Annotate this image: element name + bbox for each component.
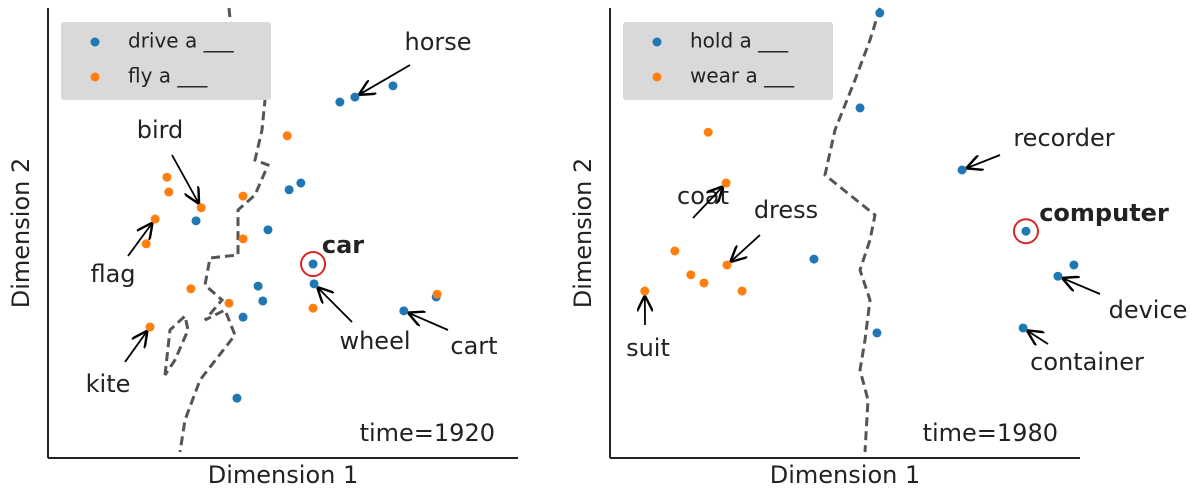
y-axis-label: Dimension 2 bbox=[569, 158, 597, 308]
point bbox=[399, 306, 409, 316]
annotation: wheel bbox=[339, 327, 410, 355]
legend-box bbox=[623, 22, 833, 100]
annotation: cart bbox=[450, 332, 497, 360]
annotation-arrow bbox=[1028, 331, 1049, 344]
x-axis-label: Dimension 1 bbox=[770, 461, 920, 489]
point bbox=[282, 131, 292, 141]
annotation: car bbox=[322, 231, 364, 259]
annotation: container bbox=[1030, 348, 1144, 376]
point bbox=[1053, 271, 1063, 281]
annotation-arrow bbox=[127, 224, 152, 257]
point bbox=[238, 234, 248, 244]
point bbox=[670, 246, 680, 256]
point bbox=[296, 178, 306, 188]
point bbox=[1021, 226, 1031, 236]
annotation-arrow bbox=[968, 154, 1001, 168]
point bbox=[872, 328, 882, 338]
y-axis-label: Dimension 2 bbox=[7, 158, 35, 308]
point bbox=[809, 254, 819, 264]
point bbox=[1018, 323, 1028, 333]
legend-label: hold a ___ bbox=[690, 29, 789, 53]
annotation-arrow bbox=[360, 64, 411, 94]
legend-label: drive a ___ bbox=[128, 29, 235, 53]
highlight-ring bbox=[1012, 218, 1039, 245]
point bbox=[722, 260, 732, 270]
annotation-arrow bbox=[318, 288, 353, 323]
annotation-arrow bbox=[692, 187, 722, 219]
point bbox=[162, 172, 172, 182]
annotation: bird bbox=[137, 116, 184, 144]
point bbox=[309, 279, 319, 289]
annotation-arrow bbox=[409, 313, 449, 331]
annotation: horse bbox=[404, 28, 471, 56]
legend-marker bbox=[90, 37, 100, 47]
annotation: kite bbox=[86, 370, 131, 398]
annotation: coat bbox=[677, 182, 729, 210]
point bbox=[957, 165, 967, 175]
point bbox=[196, 203, 206, 213]
point bbox=[258, 296, 268, 306]
point bbox=[388, 81, 398, 91]
point bbox=[350, 92, 360, 102]
point bbox=[191, 216, 201, 226]
point bbox=[224, 298, 234, 308]
point bbox=[308, 303, 318, 313]
legend-marker bbox=[652, 37, 662, 47]
point bbox=[1069, 260, 1079, 270]
point bbox=[335, 97, 345, 107]
point bbox=[232, 393, 242, 403]
legend-marker bbox=[90, 72, 100, 82]
annotation: computer bbox=[1039, 199, 1169, 227]
annotation-arrow bbox=[124, 332, 147, 363]
annotation-arrow bbox=[1063, 279, 1101, 295]
annotation: recorder bbox=[1013, 124, 1114, 152]
point bbox=[699, 278, 709, 288]
legend-label: wear a ___ bbox=[690, 64, 795, 88]
point bbox=[186, 284, 196, 294]
point bbox=[145, 322, 155, 332]
point bbox=[141, 239, 151, 249]
legend-label: fly a ___ bbox=[128, 64, 208, 88]
highlight-ring bbox=[300, 251, 327, 278]
point bbox=[263, 225, 273, 235]
point bbox=[737, 286, 747, 296]
point bbox=[640, 286, 650, 296]
x-axis-label: Dimension 1 bbox=[208, 461, 358, 489]
point bbox=[238, 312, 248, 322]
point bbox=[432, 289, 442, 299]
legend-marker bbox=[652, 72, 662, 82]
annotation-arrow bbox=[731, 234, 761, 261]
legend-box bbox=[61, 22, 271, 100]
annotation: time=1980 bbox=[923, 419, 1058, 447]
annotation: flag bbox=[90, 260, 135, 288]
decision-boundary bbox=[163, 313, 190, 376]
point bbox=[703, 127, 713, 137]
annotation: time=1920 bbox=[360, 419, 495, 447]
point bbox=[284, 185, 294, 195]
point bbox=[253, 281, 263, 291]
annotation-arrow bbox=[171, 154, 198, 203]
decision-boundary bbox=[823, 7, 882, 453]
point bbox=[238, 191, 248, 201]
point bbox=[855, 103, 865, 113]
point bbox=[875, 8, 885, 18]
point bbox=[164, 187, 174, 197]
annotation: device bbox=[1109, 296, 1188, 324]
point bbox=[308, 259, 318, 269]
point bbox=[150, 214, 160, 224]
annotation: dress bbox=[754, 196, 818, 224]
annotation: suit bbox=[626, 334, 670, 362]
point bbox=[686, 270, 696, 280]
